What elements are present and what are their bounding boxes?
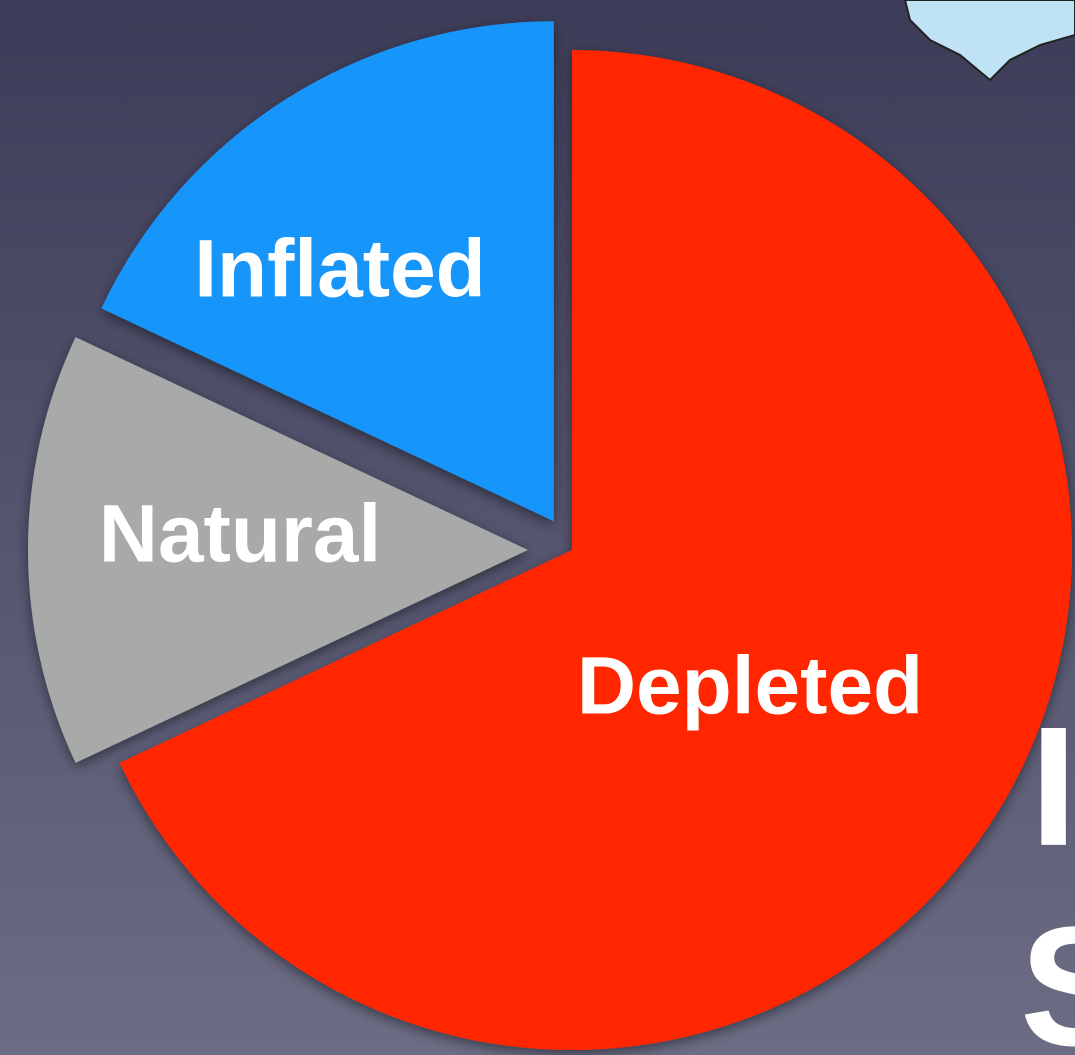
iceberg-decoration — [903, 0, 1075, 82]
pie-slice — [119, 50, 1073, 1050]
slice-label: Depleted — [577, 641, 923, 732]
annotation: S — [1020, 892, 1075, 1055]
pie-slice — [101, 21, 554, 522]
slice-label: Natural — [99, 489, 382, 580]
slice-label: Inflated — [194, 224, 486, 315]
pie-slice — [27, 337, 529, 763]
annotation: I — [1030, 692, 1075, 882]
pie — [27, 21, 1073, 1050]
